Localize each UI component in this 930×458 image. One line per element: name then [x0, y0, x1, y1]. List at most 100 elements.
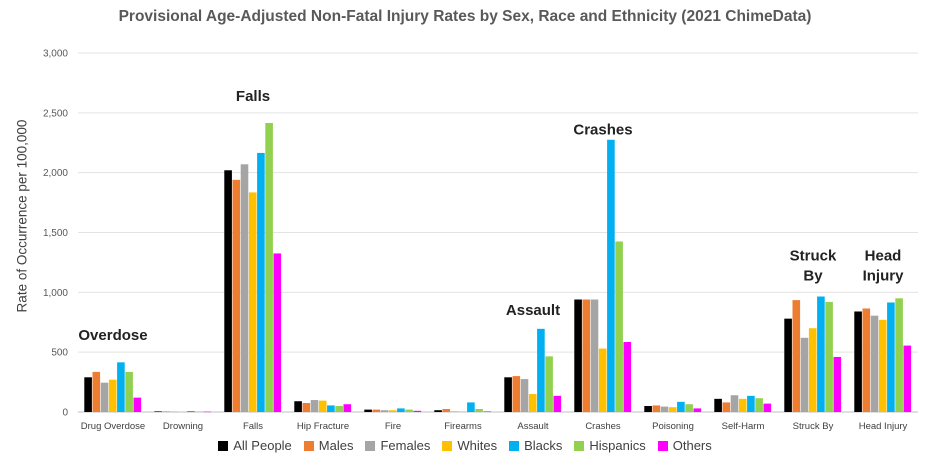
annotation-label: Crashes [573, 121, 632, 138]
bar-hispanics [685, 404, 693, 412]
legend-item: All People [218, 438, 292, 453]
bar-hispanics [195, 411, 203, 413]
bar-all-people [364, 409, 372, 412]
bar-all-people [504, 377, 512, 412]
x-tick-label: Head Injury [859, 421, 908, 432]
annotation-label: Falls [236, 88, 270, 105]
bar-females [100, 382, 109, 412]
bar-others [623, 341, 632, 412]
bar-blacks [747, 395, 755, 412]
x-tick-label: Falls [243, 421, 263, 432]
y-tick-label: 2,500 [43, 108, 68, 119]
legend-label: Others [672, 438, 712, 453]
bar-blacks [327, 405, 335, 412]
legend-item: Females [365, 438, 430, 453]
bar-all-people [84, 377, 92, 412]
bar-blacks [117, 362, 125, 412]
bar-blacks [537, 328, 545, 412]
bar-hispanics [475, 409, 483, 412]
x-tick-label: Crashes [585, 421, 621, 432]
bar-others [763, 403, 772, 412]
bar-blacks [467, 402, 475, 412]
bar-whites [248, 192, 257, 412]
bar-whites [738, 398, 747, 412]
annotation-label: Assault [506, 302, 560, 319]
legend-swatch [218, 440, 229, 451]
bar-all-people [224, 170, 232, 412]
x-tick-label: Hip Fracture [297, 421, 349, 432]
bar-males [792, 300, 801, 412]
bar-hispanics [545, 356, 553, 412]
x-tick-label: Fire [385, 421, 401, 432]
bar-others [483, 411, 492, 412]
legend-swatch [365, 440, 376, 451]
x-tick-label: Poisoning [652, 421, 694, 432]
bar-whites [808, 328, 817, 412]
bar-hispanics [895, 298, 903, 412]
bar-females [870, 315, 879, 412]
x-tick-label: Firearms [444, 421, 482, 432]
x-tick-label: Drug Overdose [81, 421, 145, 432]
bar-all-people [784, 318, 792, 412]
bar-males [372, 409, 381, 412]
legend-label: Females [380, 438, 431, 453]
legend-item: Others [657, 438, 712, 453]
annotation-label: Head Injury [863, 247, 904, 284]
bar-whites [878, 319, 887, 412]
legend-swatch [442, 440, 453, 451]
annotation-label: Struck By [790, 247, 837, 284]
legend-label: Hispanics [589, 438, 646, 453]
bar-hispanics [335, 406, 343, 412]
bar-others [273, 253, 282, 412]
bar-males [582, 299, 591, 412]
bar-females [170, 411, 179, 413]
bar-blacks [677, 401, 685, 412]
bar-whites [598, 348, 607, 412]
bar-others [833, 356, 842, 412]
y-tick-label: 0 [62, 408, 68, 419]
y-tick-label: 1,000 [43, 288, 68, 299]
x-tick-label: Assault [517, 421, 549, 432]
y-tick-label: 1,500 [43, 228, 68, 239]
bar-whites [108, 379, 117, 412]
bar-females [310, 400, 319, 412]
y-tick-label: 3,000 [43, 49, 68, 60]
bar-whites [388, 410, 397, 412]
legend-swatch [303, 440, 314, 451]
legend-label: All People [233, 438, 292, 453]
y-tick-label: 500 [51, 348, 68, 359]
bar-others [693, 408, 702, 412]
bar-blacks [257, 152, 265, 412]
bar-others [903, 345, 912, 412]
bar-males [162, 411, 171, 412]
bar-others [343, 404, 352, 412]
bar-males [442, 409, 451, 412]
legend-item: Males [303, 438, 354, 453]
bar-all-people [714, 398, 722, 412]
bar-all-people [434, 410, 442, 412]
legend-label: Whites [457, 438, 498, 453]
bar-hispanics [615, 241, 623, 412]
legend-label: Males [318, 438, 354, 453]
x-tick-label: Drowning [163, 421, 203, 432]
legend: All People Males Females Whites Blacks Hispan… [0, 438, 930, 453]
legend-swatch [509, 440, 520, 451]
bar-females [590, 299, 599, 412]
bar-hispanics [825, 301, 833, 412]
bar-all-people [294, 401, 302, 412]
bar-blacks [887, 302, 895, 412]
bar-males [652, 405, 661, 412]
bar-whites [178, 411, 187, 413]
bar-blacks [817, 296, 825, 412]
bar-whites [668, 407, 677, 412]
bar-males [302, 403, 311, 412]
x-tick-label: Self-Harm [722, 421, 765, 432]
annotation-label: Overdose [78, 327, 147, 344]
bar-others [133, 397, 142, 412]
bar-hispanics [405, 409, 413, 412]
bar-hispanics [265, 123, 273, 412]
bar-others [203, 411, 212, 413]
legend-item: Blacks [509, 438, 562, 453]
bar-whites [318, 400, 327, 412]
